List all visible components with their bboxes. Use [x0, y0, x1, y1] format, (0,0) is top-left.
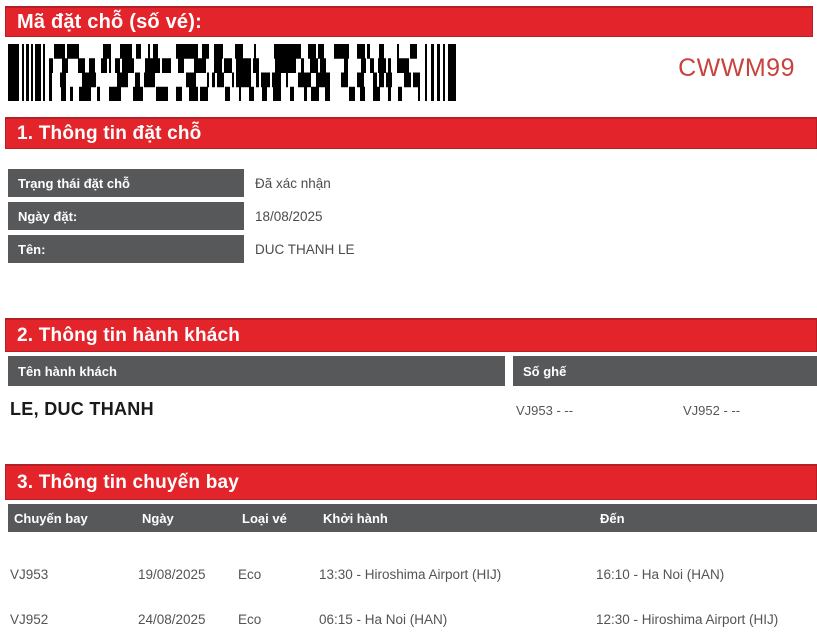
- seat-column-header: Số ghế: [513, 356, 817, 386]
- fare-class: Eco: [238, 566, 262, 582]
- passenger-name-column-header: Tên hành khách: [8, 356, 505, 386]
- section3-header-bar: 3. Thông tin chuyến bay: [5, 464, 817, 500]
- seat-flight-2: VJ952 - --: [683, 402, 741, 418]
- flight-row-vj953: VJ953 19/08/2025 Eco 13:30 - Hiroshima A…: [8, 560, 817, 588]
- booking-name-label: Tên:: [8, 235, 244, 263]
- flight-table-header: Chuyến bay Ngày Loại vé Khởi hành Đến: [8, 504, 817, 532]
- flight-number: VJ952: [10, 611, 49, 627]
- arrival-info: 12:30 - Hiroshima Airport (HIJ): [596, 611, 779, 627]
- passenger-name: LE, DUC THANH: [10, 398, 154, 419]
- arrival-info: 16:10 - Ha Noi (HAN): [596, 566, 725, 582]
- flight-date: 19/08/2025: [138, 566, 206, 582]
- booking-code-value: CWWM99: [678, 54, 795, 82]
- section2-title: 2. Thông tin hành khách: [17, 324, 241, 346]
- fare-class: Eco: [238, 611, 262, 627]
- booking-code-header-title: Mã đặt chỗ (số vé):: [17, 10, 202, 33]
- arrival-column-header: Đến: [600, 510, 625, 526]
- departure-column-header: Khởi hành: [323, 510, 388, 526]
- fare-column-header: Loại vé: [242, 510, 287, 526]
- booking-barcode: [8, 44, 456, 102]
- booking-status-value: Đã xác nhận: [255, 175, 331, 191]
- section1-title: 1. Thông tin đặt chỗ: [17, 122, 202, 144]
- section1-header-bar: 1. Thông tin đặt chỗ: [5, 117, 817, 149]
- flight-row-vj952: VJ952 24/08/2025 Eco 06:15 - Ha Noi (HAN…: [8, 605, 817, 633]
- booking-date-label: Ngày đặt:: [8, 202, 244, 230]
- seat-flight-1: VJ953 - --: [516, 402, 574, 418]
- departure-info: 06:15 - Ha Noi (HAN): [319, 611, 448, 627]
- pdf417-barcode-icon: [8, 44, 456, 102]
- booking-date-value: 18/08/2025: [255, 208, 323, 224]
- booking-code-header-bar: Mã đặt chỗ (số vé):: [5, 6, 813, 37]
- flight-date: 24/08/2025: [138, 611, 206, 627]
- departure-info: 13:30 - Hiroshima Airport (HIJ): [319, 566, 502, 582]
- booking-status-label: Trạng thái đặt chỗ: [8, 169, 244, 197]
- date-column-header: Ngày: [142, 510, 174, 526]
- section2-header-bar: 2. Thông tin hành khách: [5, 318, 817, 352]
- flight-number: VJ953: [10, 566, 49, 582]
- flight-column-header: Chuyến bay: [14, 510, 88, 526]
- booking-name-value: DUC THANH LE: [255, 241, 355, 257]
- section3-title: 3. Thông tin chuyến bay: [17, 471, 240, 493]
